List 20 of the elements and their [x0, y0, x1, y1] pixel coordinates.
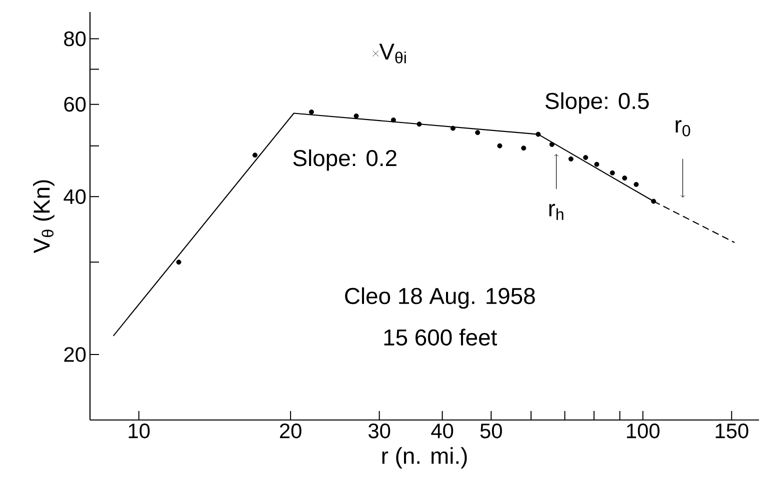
annotation: Cleo 18 Aug. 1958 [345, 287, 535, 309]
x-tick-label: 10 [128, 424, 150, 438]
x-tick-label: 30 [368, 424, 390, 438]
x-tick-label: 20 [280, 424, 302, 438]
x-tick-label: 40 [431, 424, 454, 438]
x-tick-label: 150 [716, 424, 748, 438]
x-tick-label: 50 [480, 424, 502, 438]
y-tick-label: 20 [64, 347, 86, 362]
annotation: 15 600 feet [384, 328, 498, 346]
x-axis-title: r (n. mi.) [382, 447, 467, 469]
annotation: Slope: 0.5 [546, 92, 649, 114]
annotation: r$_{0}$ [676, 120, 690, 136]
series-label: V$_{θi}$ [379, 44, 406, 64]
y-tick-label: 80 [64, 31, 86, 46]
x-tick-label: 100 [627, 424, 660, 438]
annotation: Slope: 0.2 [293, 149, 396, 171]
y-tick-label: 40 [64, 189, 86, 204]
y-tick-label: 60 [64, 96, 86, 112]
y-axis-title: V$_{θ}$ (Kn) [33, 180, 54, 254]
annotation: r$_{h}$ [549, 204, 564, 220]
